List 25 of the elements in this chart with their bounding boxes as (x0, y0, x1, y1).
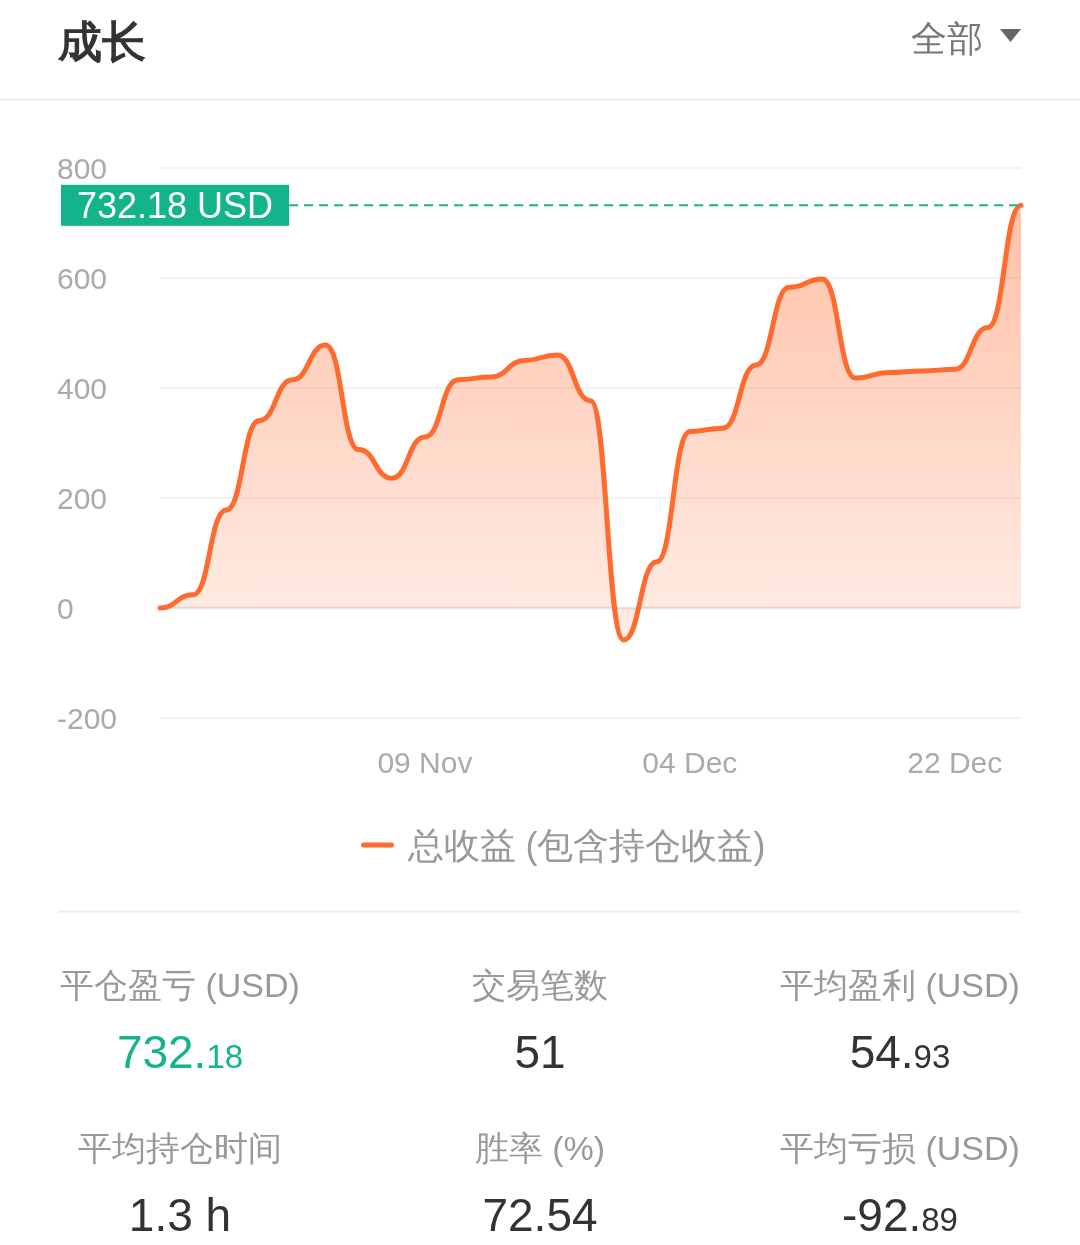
y-tick-label: 400 (57, 371, 108, 405)
text: 51 (514, 1026, 566, 1078)
text: 胜率 (%) (474, 1129, 606, 1167)
ref-line-label: 732.18 USD (77, 185, 274, 227)
x-tick-label: 04 Dec (642, 746, 738, 779)
x-tick-label: 09 Nov (377, 746, 473, 779)
y-tick-label: 800 (57, 151, 108, 185)
text: 732.18 (116, 1026, 244, 1078)
y-tick-label: 600 (57, 261, 108, 295)
y-tick-label: 200 (57, 481, 108, 515)
text: 平均亏损 (USD) (780, 1129, 1020, 1167)
text: 平均盈利 (USD) (780, 966, 1020, 1004)
y-tick-label: -200 (57, 701, 118, 735)
text: 平均持仓时间 (78, 1129, 282, 1167)
text: 交易笔数 (472, 966, 608, 1004)
text: 平仓盈亏 (USD) (60, 966, 300, 1004)
x-tick-label: 22 Dec (907, 746, 1003, 779)
y-tick-label: 0 (57, 591, 74, 625)
text: 全部 (911, 18, 983, 59)
text: 1.3 h (128, 1189, 232, 1241)
chart-title: 成长 (57, 17, 146, 66)
text: 54.93 (849, 1026, 951, 1078)
legend-label: 总收益 (包含持仓收益) (406, 824, 766, 866)
text: -92.89 (842, 1189, 958, 1241)
text: 72.54 (482, 1189, 598, 1241)
